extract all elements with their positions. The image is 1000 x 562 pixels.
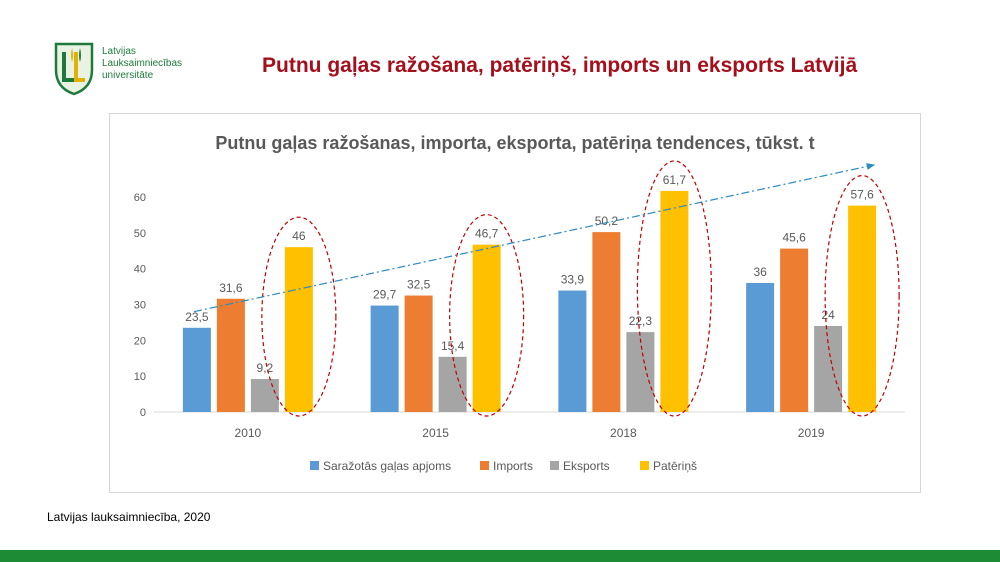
- bar: [660, 190, 689, 412]
- x-tick-label: 2010: [235, 426, 262, 440]
- bar: [404, 295, 433, 412]
- data-label: 46: [292, 229, 306, 243]
- bar: [848, 205, 877, 412]
- bottom-accent-bar: [0, 550, 1000, 562]
- data-label: 57,6: [850, 188, 874, 202]
- bar: [746, 283, 775, 412]
- data-label: 23,5: [185, 310, 209, 324]
- highlight-ellipse: [449, 214, 525, 417]
- slide-title: Putnu gaļas ražošana, patēriņš, imports …: [262, 54, 858, 77]
- wheat-shield-icon: [54, 42, 94, 96]
- university-logo: Latvijas Lauksaimniecības universitāte: [52, 40, 202, 96]
- data-label: 61,7: [663, 173, 687, 187]
- data-label: 33,9: [561, 273, 585, 287]
- y-tick-label: 20: [134, 335, 146, 347]
- legend-swatch: [550, 461, 559, 470]
- y-tick-label: 40: [134, 264, 146, 276]
- bar: [592, 232, 621, 412]
- bar: [780, 248, 809, 412]
- chart-title: Putnu gaļas ražošanas, importa, eksporta…: [215, 133, 814, 153]
- legend-swatch: [310, 461, 319, 470]
- trend-arrow-line: [193, 164, 876, 313]
- highlight-ellipse: [261, 216, 337, 417]
- y-tick-label: 0: [140, 407, 146, 419]
- bar: [558, 290, 587, 412]
- data-label: 24: [821, 308, 835, 322]
- bar: [284, 247, 313, 412]
- data-label: 29,7: [373, 288, 397, 302]
- legend-label: Eksports: [563, 459, 610, 473]
- y-tick-label: 10: [134, 371, 146, 383]
- source-note: Latvijas lauksaimniecība, 2020: [47, 510, 211, 524]
- highlight-ellipse: [636, 160, 712, 417]
- bar: [370, 305, 399, 412]
- logo-line: Lauksaimniecības: [102, 58, 183, 69]
- bar: [250, 379, 279, 412]
- legend-label: Saražotās gaļas apjoms: [323, 459, 451, 473]
- bar: [472, 244, 501, 412]
- data-label: 45,6: [782, 231, 806, 245]
- y-tick-label: 30: [134, 300, 146, 312]
- bar-chart: Putnu gaļas ražošanas, importa, eksporta…: [134, 133, 905, 473]
- data-label: 15,4: [441, 339, 465, 353]
- legend-label: Patēriņš: [653, 459, 697, 473]
- bar: [216, 298, 245, 412]
- highlight-ellipse: [824, 175, 900, 417]
- data-label: 32,5: [407, 278, 431, 292]
- legend-swatch: [640, 461, 649, 470]
- bar: [182, 327, 211, 412]
- legend-swatch: [480, 461, 489, 470]
- x-tick-label: 2015: [422, 426, 449, 440]
- data-label: 46,7: [475, 227, 499, 241]
- logo-line: universitāte: [102, 70, 154, 81]
- bar: [814, 326, 843, 412]
- legend-label: Imports: [493, 459, 533, 473]
- logo-line: Latvijas: [102, 46, 136, 57]
- y-tick-label: 50: [134, 228, 146, 240]
- y-tick-label: 60: [134, 192, 146, 204]
- data-label: 50,2: [595, 214, 619, 228]
- data-label: 31,6: [219, 281, 243, 295]
- x-tick-label: 2018: [610, 426, 637, 440]
- bar: [626, 332, 655, 412]
- logo-text: Latvijas Lauksaimniecības universitāte: [102, 46, 182, 82]
- chart-frame: Putnu gaļas ražošanas, importa, eksporta…: [109, 113, 921, 493]
- data-label: 22,3: [629, 314, 653, 328]
- data-label: 9,2: [257, 361, 274, 375]
- x-tick-label: 2019: [798, 426, 825, 440]
- bar: [438, 356, 467, 412]
- data-label: 36: [753, 265, 767, 279]
- trend-arrow-head: [866, 163, 875, 170]
